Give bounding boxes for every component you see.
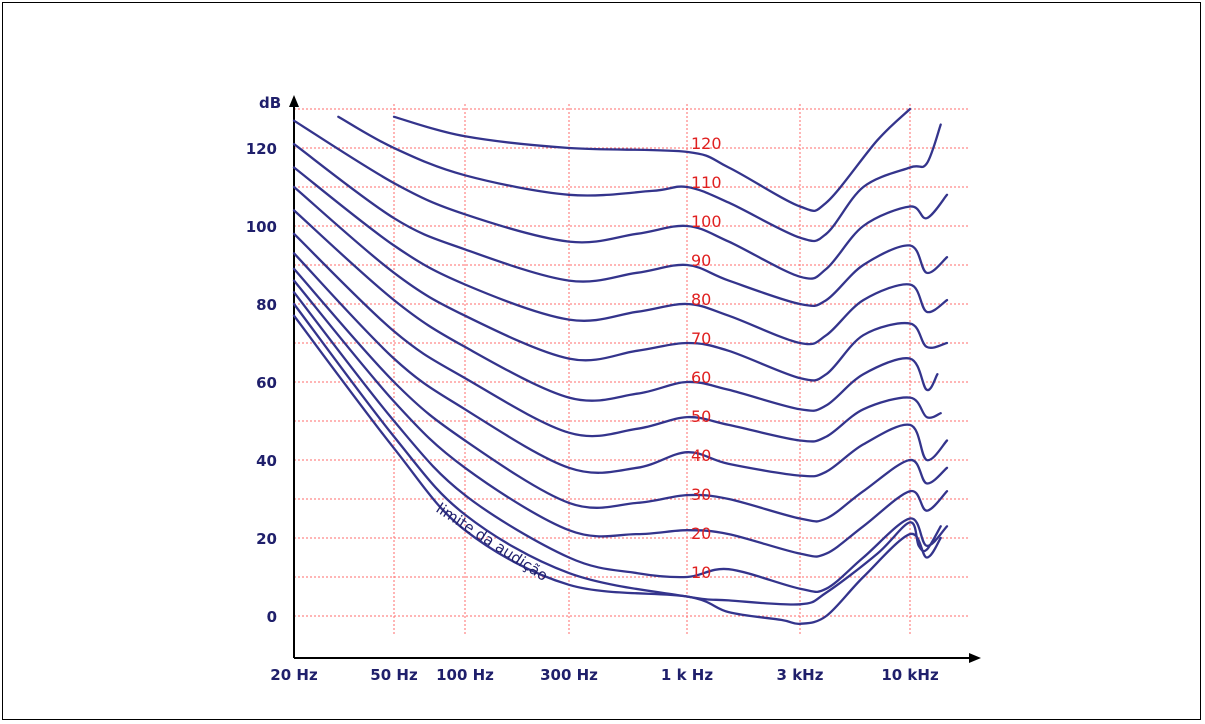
curve-label-120: 120 — [691, 134, 722, 153]
curve-labels: 120 110 100 90 80 70 60 50 40 30 20 10 — [691, 134, 722, 582]
curve-label-40: 40 — [691, 446, 711, 465]
loudness-curve-90 — [292, 142, 949, 308]
y-tick-label: 120 — [246, 140, 277, 158]
x-tick-label: 300 Hz — [540, 666, 598, 684]
x-axis-arrow — [969, 653, 981, 663]
grid — [294, 104, 968, 636]
curve-label-20: 20 — [691, 524, 711, 543]
y-tick-label: 80 — [256, 296, 277, 314]
loudness-curve-10 — [292, 291, 949, 594]
loudness-curve-120 — [392, 107, 912, 213]
axes: dB — [259, 94, 981, 663]
equal-loudness-chart: dB 20 Hz 50 Hz 100 Hz 300 Hz 1 k Hz 3 kHz 10 k… — [246, 94, 981, 684]
loudness-curve-30 — [292, 267, 949, 523]
curve-label-10: 10 — [691, 563, 711, 582]
curve-label-80: 80 — [691, 290, 711, 309]
x-tick-label: 100 Hz — [436, 666, 494, 684]
loudness-curve-110 — [337, 115, 942, 243]
loudness-curve-40 — [292, 252, 949, 478]
tick-labels: 20 Hz 50 Hz 100 Hz 300 Hz 1 k Hz 3 kHz 10 kHz 0… — [246, 140, 939, 684]
x-tick-label: 1 k Hz — [661, 666, 713, 684]
curve-label-90: 90 — [691, 251, 711, 270]
curves — [292, 107, 949, 626]
curve-label-70: 70 — [691, 329, 711, 348]
loudness-curve-70 — [292, 185, 949, 382]
curve-label-110: 110 — [691, 173, 722, 192]
curve-label-60: 60 — [691, 368, 711, 387]
loudness-curve-60 — [292, 209, 939, 412]
loudness-curve-100 — [292, 119, 949, 280]
loudness-curve-low — [292, 302, 942, 606]
threshold-curve — [292, 314, 942, 626]
x-tick-label: 20 Hz — [270, 666, 318, 684]
curve-label-100: 100 — [691, 212, 722, 231]
x-tick-label: 50 Hz — [370, 666, 418, 684]
y-tick-label: 60 — [256, 374, 277, 392]
loudness-curve-20 — [292, 279, 949, 558]
loudness-curve-80 — [292, 166, 949, 346]
y-axis-arrow — [289, 95, 299, 107]
x-tick-label: 3 kHz — [777, 666, 824, 684]
x-tick-label: 10 kHz — [881, 666, 939, 684]
curve-label-30: 30 — [691, 485, 711, 504]
y-axis-unit-label: dB — [259, 94, 281, 112]
curve-label-50: 50 — [691, 407, 711, 426]
loudness-curve-50 — [292, 232, 942, 443]
y-tick-label: 40 — [256, 452, 277, 470]
y-tick-label: 100 — [246, 218, 277, 236]
y-tick-label: 0 — [267, 608, 277, 626]
y-tick-label: 20 — [256, 530, 277, 548]
